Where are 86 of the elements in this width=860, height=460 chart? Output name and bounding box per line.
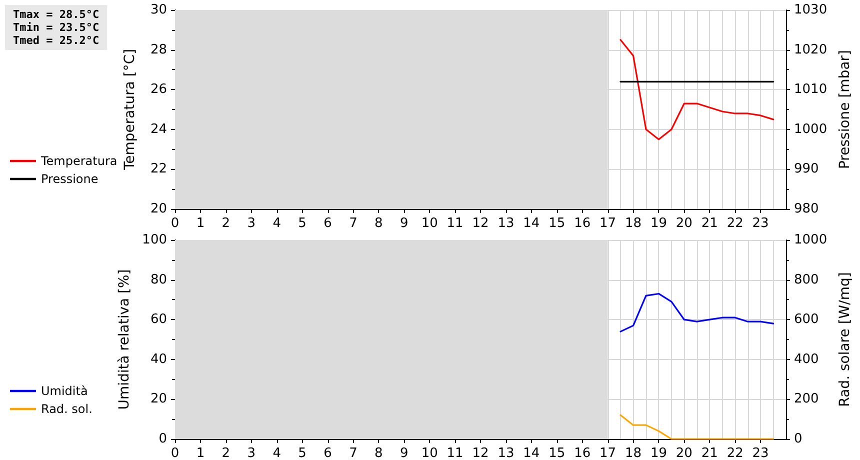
x-tick-label: 11 [446, 216, 464, 231]
x-tick-label: 8 [374, 446, 383, 460]
x-tick-label: 17 [600, 446, 616, 460]
y-tick-label: 40 [150, 352, 167, 367]
x-tick-label: 12 [472, 446, 489, 460]
y2-tick-label: 1010 [794, 82, 828, 98]
x-tick-label: 17 [600, 216, 616, 231]
x-tick-label: 14 [523, 446, 540, 460]
y2-axis-title: Rad. solare [W/mq] [837, 272, 853, 407]
x-tick-label: 2 [222, 216, 230, 231]
x-tick-label: 23 [752, 216, 769, 231]
x-tick-label: 21 [701, 216, 718, 231]
x-tick-label: 10 [421, 446, 438, 460]
x-tick-label: 14 [523, 216, 540, 231]
x-tick-label: 16 [574, 216, 591, 231]
y-tick-label: 100 [142, 232, 167, 248]
x-tick-label: 6 [324, 216, 332, 231]
line-series [620, 39, 774, 140]
x-tick-label: 9 [400, 216, 408, 231]
y2-tick-label: 400 [794, 352, 819, 367]
x-tick-label: 1 [196, 216, 205, 231]
x-tick-label: 7 [349, 446, 358, 460]
legend-label: Umidità [41, 384, 88, 398]
x-tick-label: 15 [548, 446, 566, 460]
y2-tick-label: 1000 [794, 232, 828, 248]
text: Tmed = 25.2°C [13, 34, 100, 47]
legend-label: Rad. sol. [41, 402, 92, 416]
x-tick-label: 21 [701, 446, 718, 460]
x-tick-label: 20 [676, 446, 692, 460]
x-tick-label: 10 [421, 216, 438, 231]
y2-tick-label: 600 [794, 312, 819, 328]
y2-tick-label: 1000 [794, 122, 828, 137]
y-axis-title: Temperatura [°C] [122, 48, 138, 172]
x-tick-label: 23 [752, 446, 769, 460]
y-tick-label: 20 [150, 202, 167, 216]
x-tick-label: 18 [624, 446, 642, 460]
y2-tick-label: 200 [794, 392, 819, 407]
x-tick-label: 11 [446, 446, 464, 460]
x-tick-label: 6 [324, 446, 332, 460]
text: Tmax = 28.5°C [13, 8, 100, 21]
y2-tick-label: 1020 [794, 42, 828, 58]
text: Tmin = 23.5°C [13, 21, 100, 34]
y-tick-label: 24 [150, 122, 167, 137]
y-tick-label: 30 [150, 2, 167, 18]
line-series [620, 292, 774, 332]
x-tick-label: 12 [472, 216, 489, 231]
legend-label: Temperatura [40, 154, 118, 168]
y2-tick-label: 800 [794, 272, 819, 288]
x-tick-label: 5 [298, 216, 306, 231]
y-axis-title: Umidità relativa [%] [116, 269, 132, 410]
x-tick-label: 13 [498, 216, 514, 231]
x-tick-label: 0 [170, 216, 180, 231]
legend-label: Pressione [41, 172, 98, 186]
x-tick-label: 5 [298, 446, 306, 460]
x-tick-label: 3 [247, 216, 256, 231]
y2-tick-label: 990 [794, 162, 819, 177]
y-tick-label: 28 [150, 42, 167, 58]
x-tick-label: 0 [170, 446, 180, 460]
x-tick-label: 1 [196, 446, 205, 460]
x-tick-label: 18 [624, 216, 642, 231]
y-tick-label: 26 [150, 82, 167, 98]
y-tick-label: 20 [150, 392, 167, 407]
x-tick-label: 4 [272, 216, 281, 231]
line-series [620, 414, 774, 440]
x-tick-label: 19 [650, 216, 667, 231]
x-tick-label: 16 [574, 446, 591, 460]
y-tick-label: 0 [158, 432, 167, 446]
x-tick-label: 2 [222, 446, 230, 460]
y2-tick-label: 0 [794, 432, 802, 446]
x-tick-label: 13 [498, 446, 514, 460]
y2-tick-label: 1030 [794, 2, 828, 18]
y-tick-label: 80 [150, 272, 167, 288]
x-tick-label: 19 [650, 446, 667, 460]
x-tick-label: 3 [247, 446, 256, 460]
y-tick-label: 22 [150, 162, 167, 177]
x-tick-label: 22 [726, 216, 744, 231]
x-tick-label: 22 [726, 446, 744, 460]
x-tick-label: 7 [349, 216, 358, 231]
x-tick-label: 15 [548, 216, 566, 231]
x-tick-label: 20 [676, 216, 692, 231]
y2-axis-title: Pressione [mbar] [837, 50, 853, 170]
x-tick-label: 4 [272, 446, 281, 460]
y2-tick-label: 980 [794, 202, 819, 216]
x-tick-label: 9 [400, 446, 408, 460]
x-tick-label: 8 [374, 216, 383, 231]
y-tick-label: 60 [150, 312, 167, 328]
